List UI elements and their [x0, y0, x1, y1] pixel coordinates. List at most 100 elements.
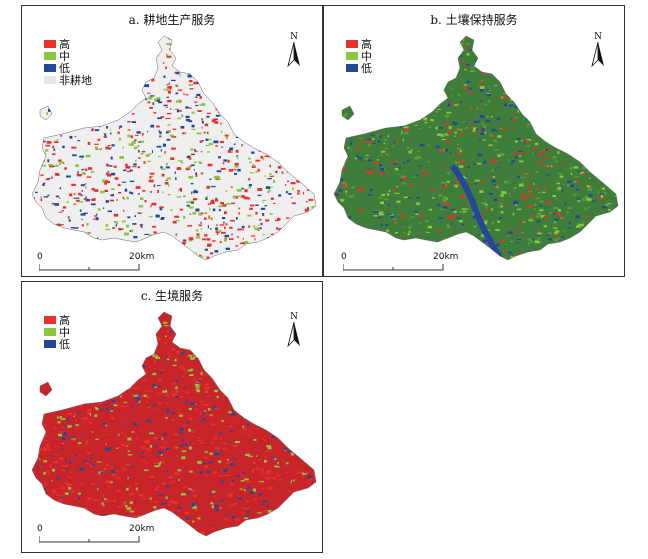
map-pixel	[557, 135, 561, 139]
map-pixel	[84, 462, 89, 465]
map-pixel	[291, 386, 297, 389]
map-pixel	[373, 209, 378, 212]
map-pixel	[199, 256, 204, 258]
map-pixel	[40, 140, 45, 143]
map-pixel	[52, 121, 55, 124]
map-pixel	[110, 352, 115, 354]
map-pixel	[420, 169, 425, 172]
map-pixel	[32, 523, 34, 526]
map-pixel	[573, 110, 577, 114]
map-pixel	[241, 195, 245, 198]
map-pixel	[26, 334, 27, 337]
map-pixel	[304, 42, 306, 44]
map-pixel	[90, 389, 94, 391]
map-pixel	[24, 146, 26, 149]
map-pixel	[230, 95, 236, 98]
map-pixel	[458, 55, 463, 57]
map-pixel	[325, 65, 329, 68]
map-pixel	[453, 243, 458, 245]
map-pixel	[552, 194, 556, 197]
map-pixel	[61, 447, 63, 450]
map-pixel	[454, 104, 459, 106]
map-pixel	[83, 198, 88, 200]
map-pixel	[506, 264, 510, 267]
map-pixel	[561, 123, 564, 125]
map-pixel	[206, 245, 211, 247]
map-pixel	[611, 85, 614, 88]
map-pixel	[76, 312, 81, 314]
map-pixel	[404, 76, 407, 79]
map-pixel	[339, 178, 343, 182]
map-pixel	[107, 165, 113, 167]
map-pixel	[301, 343, 306, 345]
map-pixel	[577, 150, 579, 154]
map-pixel	[22, 137, 24, 138]
map-pixel	[205, 391, 208, 393]
map-pixel	[39, 63, 42, 67]
map-pixel	[273, 465, 277, 467]
map-pixel	[349, 87, 354, 91]
map-pixel	[531, 153, 534, 155]
map-pixel	[586, 87, 589, 90]
map-pixel	[429, 93, 432, 95]
map-pixel	[164, 502, 169, 504]
map-pixel	[239, 242, 243, 244]
map-pixel	[511, 73, 513, 76]
map-pixel	[24, 413, 27, 416]
map-pixel	[348, 125, 352, 127]
map-pixel	[156, 355, 159, 358]
map-pixel	[38, 356, 41, 359]
map-pixel	[329, 124, 331, 126]
map-pixel	[300, 508, 306, 511]
map-pixel	[137, 193, 140, 195]
legend-item-medium: 中	[44, 326, 70, 339]
map-pixel	[600, 196, 606, 199]
map-pixel	[480, 57, 485, 60]
map-pixel	[451, 103, 457, 106]
map-pixel	[590, 81, 593, 84]
map-pixel	[290, 169, 292, 172]
map-pixel	[203, 355, 208, 358]
map-pixel	[119, 41, 123, 44]
map-pixel	[186, 167, 190, 171]
map-pixel	[228, 238, 234, 240]
map-pixel	[172, 531, 176, 534]
map-pixel	[522, 263, 524, 265]
map-pixel	[122, 423, 125, 425]
map-pixel	[149, 244, 152, 246]
map-pixel	[297, 192, 300, 195]
map-pixel	[535, 108, 539, 112]
map-pixel	[139, 50, 145, 54]
map-pixel	[64, 357, 69, 360]
map-pixel	[245, 453, 250, 457]
map-pixel	[539, 127, 541, 130]
map-pixel	[32, 529, 34, 533]
map-pixel	[177, 167, 181, 170]
map-pixel	[267, 510, 272, 513]
map-pixel	[253, 252, 258, 255]
map-pixel	[136, 437, 138, 440]
map-pixel	[334, 143, 336, 145]
map-pixel	[450, 88, 454, 90]
map-pixel	[572, 148, 578, 150]
map-pixel	[182, 531, 186, 534]
map-pixel	[257, 194, 262, 197]
map-pixel	[495, 75, 498, 78]
map-pixel	[359, 128, 362, 131]
map-pixel	[461, 130, 463, 132]
map-pixel	[340, 199, 345, 202]
map-pixel	[449, 56, 452, 59]
map-pixel	[278, 36, 280, 40]
map-pixel	[287, 428, 293, 430]
map-pixel	[158, 246, 162, 249]
map-pixel	[128, 242, 134, 244]
map-pixel	[272, 202, 276, 204]
map-pixel	[214, 455, 216, 457]
map-pixel	[454, 161, 460, 164]
map-pixel	[144, 53, 147, 55]
map-pixel	[324, 254, 329, 257]
map-pixel	[25, 314, 27, 316]
map-pixel	[218, 205, 223, 208]
map-pixel	[94, 360, 98, 363]
map-pixel	[152, 384, 157, 387]
